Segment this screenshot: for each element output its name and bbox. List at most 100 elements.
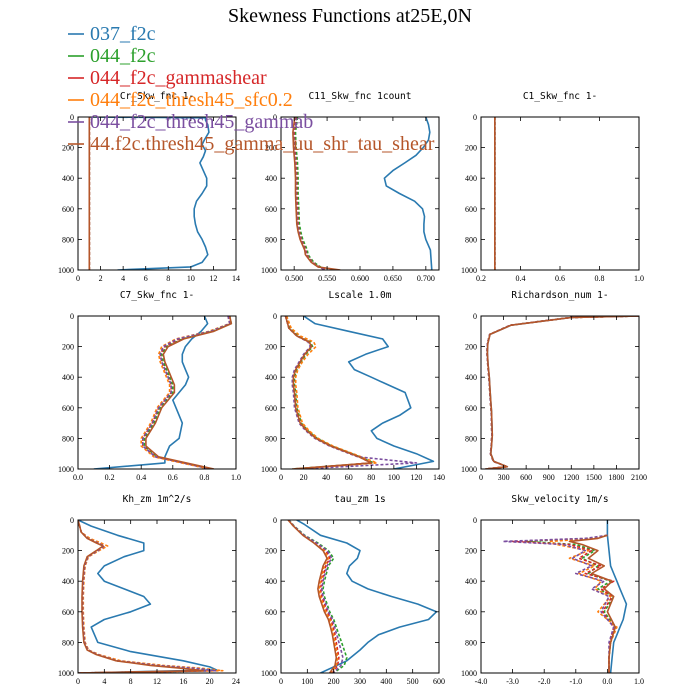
x-tick-label: 0 [279, 677, 283, 686]
panel-title: Skw_velocity 1m/s [511, 494, 608, 505]
panel-title: Cr_Skw_fnc 1- [120, 91, 194, 102]
series-line [285, 316, 378, 469]
y-tick-label: 800 [62, 434, 74, 443]
panel-title: C7_Skw_fnc 1- [120, 290, 194, 301]
x-tick-label: 900 [543, 473, 555, 482]
x-tick-label: 0.600 [351, 274, 369, 283]
y-tick-label: 0 [473, 516, 477, 525]
series-line [296, 520, 438, 673]
series-line [145, 316, 233, 469]
plot-frame [280, 315, 440, 470]
x-tick-label: 0.2 [476, 274, 486, 283]
panel-8: tau_zm 1s 0 100 200 300 400 500 600 0 200 400 600 80… [261, 494, 445, 686]
legend-item: 044_f2c [68, 45, 156, 67]
series-line [78, 520, 218, 673]
series-line [485, 316, 639, 469]
x-tick-label: 4 [121, 274, 125, 283]
y-tick-label: 600 [62, 205, 74, 214]
series-line [287, 520, 338, 673]
panel-grid: Cr_Skw_fnc 1-0 2 4 6 8 10 12 140200400600800100… [58, 91, 647, 686]
legend-item: 044_f2c_thresh45_gammab [68, 111, 313, 133]
panel-title: C1_Skw_fnc 1- [523, 91, 597, 102]
y-tick-label: 800 [62, 235, 74, 244]
x-tick-label: 0.6 [168, 473, 178, 482]
legend-label: 44.f2c.thresh45_gamma_uu_shr_tau_shear [90, 133, 435, 155]
x-tick-label: 0 [76, 274, 80, 283]
y-tick-label: 200 [62, 547, 74, 556]
panel-title: Kh_zm 1m^2/s [123, 494, 192, 505]
x-tick-label: 0.500 [285, 274, 303, 283]
y-tick-label: 1000 [261, 266, 277, 275]
series-line [143, 316, 233, 469]
x-tick-label: 600 [433, 677, 445, 686]
series-line [142, 316, 231, 469]
y-tick-label: 200 [265, 343, 277, 352]
panel-2: C11_Skw_fnc 1count 0.500 0.550 0.600 0.650 0.… [261, 91, 440, 283]
x-tick-label: 0.6 [555, 274, 565, 283]
y-tick-label: 600 [62, 608, 74, 617]
series-line [606, 520, 628, 673]
y-tick-label: 400 [465, 373, 477, 382]
legend-item: 044_f2c_gammashear [68, 67, 267, 89]
x-tick-label: 500 [407, 677, 419, 686]
series-line [383, 117, 433, 270]
y-tick-label: 800 [465, 235, 477, 244]
series-line [511, 534, 615, 673]
legend-label: 044_f2c_thresh45_sfc0.2 [90, 89, 293, 111]
y-tick-label: 1000 [58, 266, 74, 275]
plot-frame [77, 315, 237, 470]
legend-item: 037_f2c [68, 23, 156, 45]
y-tick-label: 400 [265, 174, 277, 183]
x-tick-label: 0 [479, 473, 483, 482]
series-line [485, 316, 639, 469]
y-tick-label: 0 [273, 516, 277, 525]
panel-7: Kh_zm 1m^2/s 0 4 8 12 16 20 24 0 200 400 600 800 1000 [58, 494, 240, 686]
panel-title: C11_Skw_fnc 1count [309, 91, 412, 102]
y-tick-label: 200 [265, 144, 277, 153]
x-tick-label: 8 [166, 274, 170, 283]
x-tick-label: 1500 [586, 473, 602, 482]
y-tick-label: 600 [62, 404, 74, 413]
y-tick-label: 0 [70, 312, 74, 321]
panel-title: Lscale 1.0m [329, 290, 392, 301]
panel-title: tau_zm 1s [334, 494, 385, 505]
y-tick-label: 800 [265, 235, 277, 244]
x-tick-label: 0.8 [595, 274, 605, 283]
series-line [303, 316, 435, 469]
series-line [140, 316, 231, 469]
series-line [524, 534, 617, 673]
series-line [502, 534, 615, 673]
series-group [78, 520, 224, 673]
panel-9: Skw_velocity 1m/s -4.0 -3.0 -2.0 -1.0 0.0 1.0 0… [461, 494, 644, 686]
series-line [485, 316, 639, 469]
x-tick-label: 1.0 [231, 473, 241, 482]
series-line [89, 117, 210, 270]
y-tick-label: 600 [465, 404, 477, 413]
x-tick-label: 100 [301, 677, 313, 686]
series-line [284, 316, 373, 469]
series-group [284, 316, 435, 469]
y-tick-label: 800 [265, 434, 277, 443]
y-tick-label: 0 [473, 113, 477, 122]
y-tick-label: 1000 [58, 669, 74, 678]
series-group [88, 117, 210, 270]
x-tick-label: 1.0 [634, 677, 644, 686]
x-tick-label: 140 [433, 473, 445, 482]
y-tick-label: 1000 [461, 465, 477, 474]
y-tick-label: 200 [62, 343, 74, 352]
y-tick-label: 1000 [58, 465, 74, 474]
y-tick-label: 800 [265, 638, 277, 647]
series-group [502, 520, 628, 673]
x-tick-label: 1.0 [634, 274, 644, 283]
x-tick-label: 16 [179, 677, 187, 686]
y-tick-label: 200 [62, 144, 74, 153]
legend-label: 037_f2c [90, 23, 156, 45]
y-tick-label: 0 [473, 312, 477, 321]
x-tick-label: 24 [232, 677, 240, 686]
y-tick-label: 1000 [461, 266, 477, 275]
y-tick-label: 1000 [261, 669, 277, 678]
x-tick-label: 200 [328, 677, 340, 686]
legend-item: 44.f2c.thresh45_gamma_uu_shr_tau_shear [68, 133, 435, 155]
x-tick-label: 120 [410, 473, 422, 482]
